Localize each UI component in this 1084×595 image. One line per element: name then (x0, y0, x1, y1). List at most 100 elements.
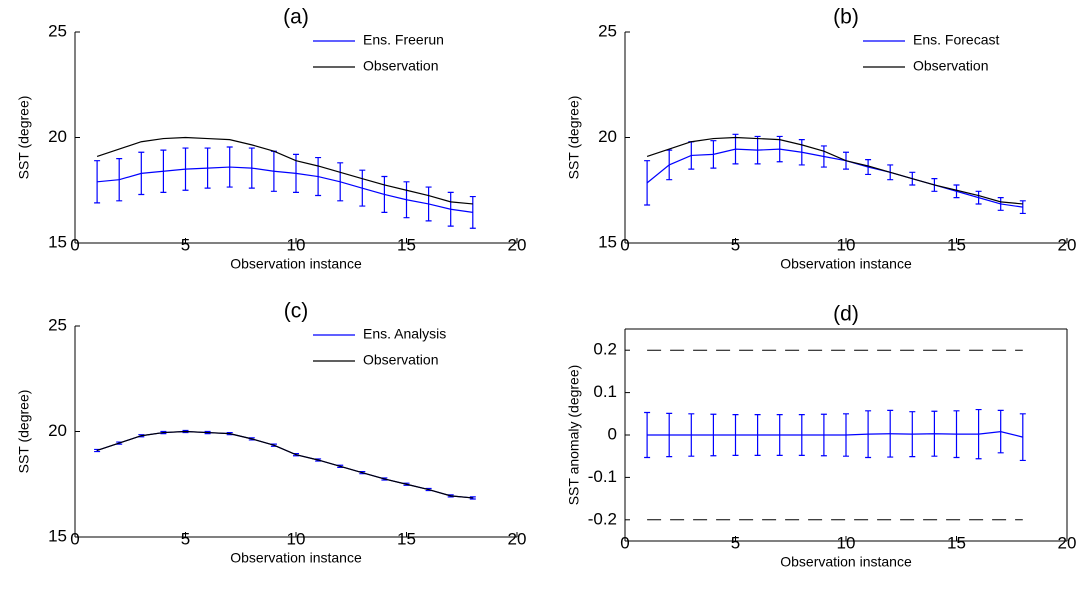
error-bar (403, 181, 410, 219)
error-bar (710, 140, 717, 169)
series-line (96, 430, 473, 499)
y-tick-label: 15 (48, 232, 67, 251)
error-bar (381, 175, 388, 214)
x-tick-label: 10 (837, 235, 856, 254)
series-line (646, 136, 1023, 205)
error-bar (644, 160, 651, 206)
error-bar (732, 133, 739, 165)
error-bar (666, 149, 673, 181)
x-axis-label: Observation instance (780, 256, 912, 272)
x-tick-label: 20 (1058, 533, 1077, 552)
error-bar (710, 413, 717, 457)
y-tick-label: 20 (598, 127, 617, 146)
error-bar (359, 169, 366, 207)
x-tick-label: 10 (287, 235, 306, 254)
error-bar (754, 135, 761, 165)
error-bar (820, 145, 827, 168)
error-bar (975, 190, 982, 205)
x-tick-label: 5 (731, 235, 740, 254)
y-tick-label: 20 (48, 421, 67, 440)
error-bar (776, 414, 783, 456)
series-line (646, 148, 1023, 208)
error-bar (688, 413, 695, 457)
error-bar (931, 410, 938, 457)
error-bar (666, 412, 673, 458)
chart-title: (b) (833, 6, 859, 29)
error-bar (953, 184, 960, 199)
error-bar (204, 147, 211, 189)
x-tick-label: 15 (397, 235, 416, 254)
y-tick-label: 15 (598, 232, 617, 251)
x-tick-label: 20 (508, 235, 527, 254)
x-tick-label: 10 (287, 529, 306, 548)
error-bar (160, 149, 167, 193)
y-tick-label: 15 (48, 526, 67, 545)
x-tick-label: 20 (1058, 235, 1077, 254)
x-tick-label: 5 (181, 235, 190, 254)
y-tick-label: -0.1 (588, 467, 617, 486)
x-tick-label: 0 (70, 529, 79, 548)
error-bar (798, 139, 805, 166)
error-bar (909, 411, 916, 458)
x-tick-label: 5 (731, 533, 740, 552)
error-bar (887, 409, 894, 458)
legend-label: Ens. Freerun (363, 32, 444, 48)
error-bar (975, 408, 982, 460)
y-tick-label: 25 (598, 21, 617, 40)
error-bar (865, 410, 872, 459)
y-axis-label: SST (degree) (566, 96, 582, 180)
subplot: (a) Observation instance SST (degree) 0 5 10 1… (16, 6, 527, 272)
error-bar (953, 410, 960, 459)
y-tick-label: 0.1 (593, 382, 617, 401)
y-tick-label: 25 (48, 21, 67, 40)
x-tick-label: 0 (620, 533, 629, 552)
series-line (96, 136, 473, 205)
error-bar (138, 151, 145, 196)
error-bar (315, 156, 322, 197)
chart-title: (a) (283, 6, 309, 29)
error-bar (732, 414, 739, 456)
error-bar (447, 191, 454, 227)
error-bar (776, 135, 783, 163)
error-bar (843, 413, 849, 457)
error-bar (865, 159, 872, 176)
x-tick-label: 10 (837, 533, 856, 552)
x-tick-label: 15 (947, 533, 966, 552)
error-bar (182, 147, 189, 191)
y-tick-label: 0 (608, 424, 617, 443)
x-axis-label: Observation instance (230, 256, 362, 272)
error-bar (94, 160, 101, 204)
error-bar (820, 413, 827, 457)
legend-label: Observation (363, 352, 438, 368)
error-bar (1019, 200, 1026, 215)
series-line (96, 430, 473, 499)
error-bar (248, 147, 255, 189)
x-tick-label: 20 (508, 529, 527, 548)
chart-title: (c) (284, 300, 309, 323)
error-bar (1019, 413, 1026, 462)
series-line (97, 166, 473, 213)
x-tick-label: 0 (70, 235, 79, 254)
y-tick-label: 25 (48, 315, 67, 334)
x-axis-label: Observation instance (780, 554, 912, 570)
legend-label: Observation (913, 58, 988, 74)
x-tick-label: 15 (947, 235, 966, 254)
x-tick-label: 0 (620, 235, 629, 254)
y-tick-label: 20 (48, 127, 67, 146)
x-tick-label: 15 (397, 529, 416, 548)
legend-label: Ens. Analysis (363, 326, 446, 342)
series-line (647, 430, 1023, 438)
error-bar (337, 162, 344, 202)
error-bar (425, 186, 432, 222)
y-axis-label: SST anomaly (degree) (566, 365, 582, 506)
error-bar (754, 414, 761, 456)
x-tick-label: 5 (181, 529, 190, 548)
subplot: (b) Observation instance SST (degree) 0 5 10 1… (566, 6, 1077, 272)
error-bar (798, 414, 805, 456)
y-tick-label: 0.2 (593, 340, 617, 359)
legend-label: Observation (363, 58, 438, 74)
legend-label: Ens. Forecast (913, 32, 999, 48)
y-axis-label: SST (degree) (16, 390, 32, 474)
error-bar (997, 409, 1004, 454)
